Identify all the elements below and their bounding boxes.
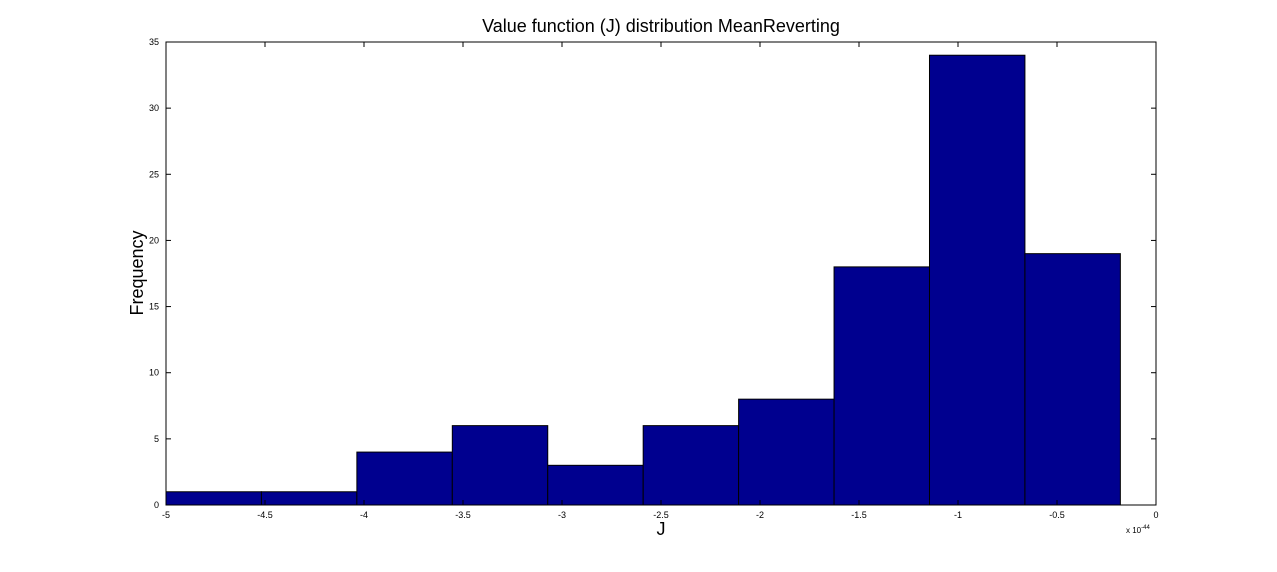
y-tick-label: 15 bbox=[149, 302, 159, 312]
histogram-bar bbox=[165, 491, 262, 506]
y-tick-label: 20 bbox=[149, 235, 159, 245]
histogram-bar bbox=[356, 451, 453, 506]
histogram-bar bbox=[260, 491, 358, 506]
x-axis-label: J bbox=[657, 519, 666, 539]
x-tick-label: -5 bbox=[162, 510, 170, 520]
x-tick-label: -2.5 bbox=[653, 510, 669, 520]
y-tick-label: 10 bbox=[149, 368, 159, 378]
histogram-bar bbox=[1024, 253, 1121, 506]
histogram-bar bbox=[833, 266, 930, 506]
histogram-bar bbox=[547, 464, 644, 506]
x-tick-label: -2 bbox=[756, 510, 764, 520]
x-tick-label: -1.5 bbox=[851, 510, 867, 520]
y-tick-label: 30 bbox=[149, 103, 159, 113]
x-tick-label: -1 bbox=[954, 510, 962, 520]
bars-layer bbox=[165, 54, 1121, 506]
histogram-bar bbox=[738, 398, 835, 506]
histogram-bar bbox=[451, 425, 549, 506]
x-tick-label: 0 bbox=[1153, 510, 1158, 520]
x-tick-label: -3.5 bbox=[455, 510, 471, 520]
x-tick-label: -4.5 bbox=[257, 510, 273, 520]
y-tick-label: 25 bbox=[149, 169, 159, 179]
x-tick-labels: -5 -4.5 -4 -3.5 -3 -2.5 -2 -1.5 -1 -0.5 0 bbox=[162, 510, 1159, 520]
y-tick-label: 35 bbox=[149, 37, 159, 47]
y-tick-labels: 0 5 10 15 20 25 30 35 bbox=[149, 37, 159, 510]
histogram-bar bbox=[928, 54, 1026, 506]
y-tick-label: 5 bbox=[154, 434, 159, 444]
x-axis-multiplier-exponent: -44 bbox=[1141, 525, 1150, 531]
x-tick-label: -3 bbox=[558, 510, 566, 520]
x-axis-multiplier-base: x 10 bbox=[1126, 526, 1142, 535]
y-axis-label: Frequency bbox=[127, 230, 147, 315]
x-axis-multiplier: x 10-44 bbox=[1126, 525, 1150, 535]
x-tick-label: -4 bbox=[360, 510, 368, 520]
histogram-bar bbox=[642, 425, 740, 506]
x-tick-label: -0.5 bbox=[1049, 510, 1065, 520]
chart-title: Value function (J) distribution MeanReve… bbox=[482, 16, 840, 36]
y-tick-label: 0 bbox=[154, 500, 159, 510]
ticks-layer bbox=[165, 41, 1157, 506]
